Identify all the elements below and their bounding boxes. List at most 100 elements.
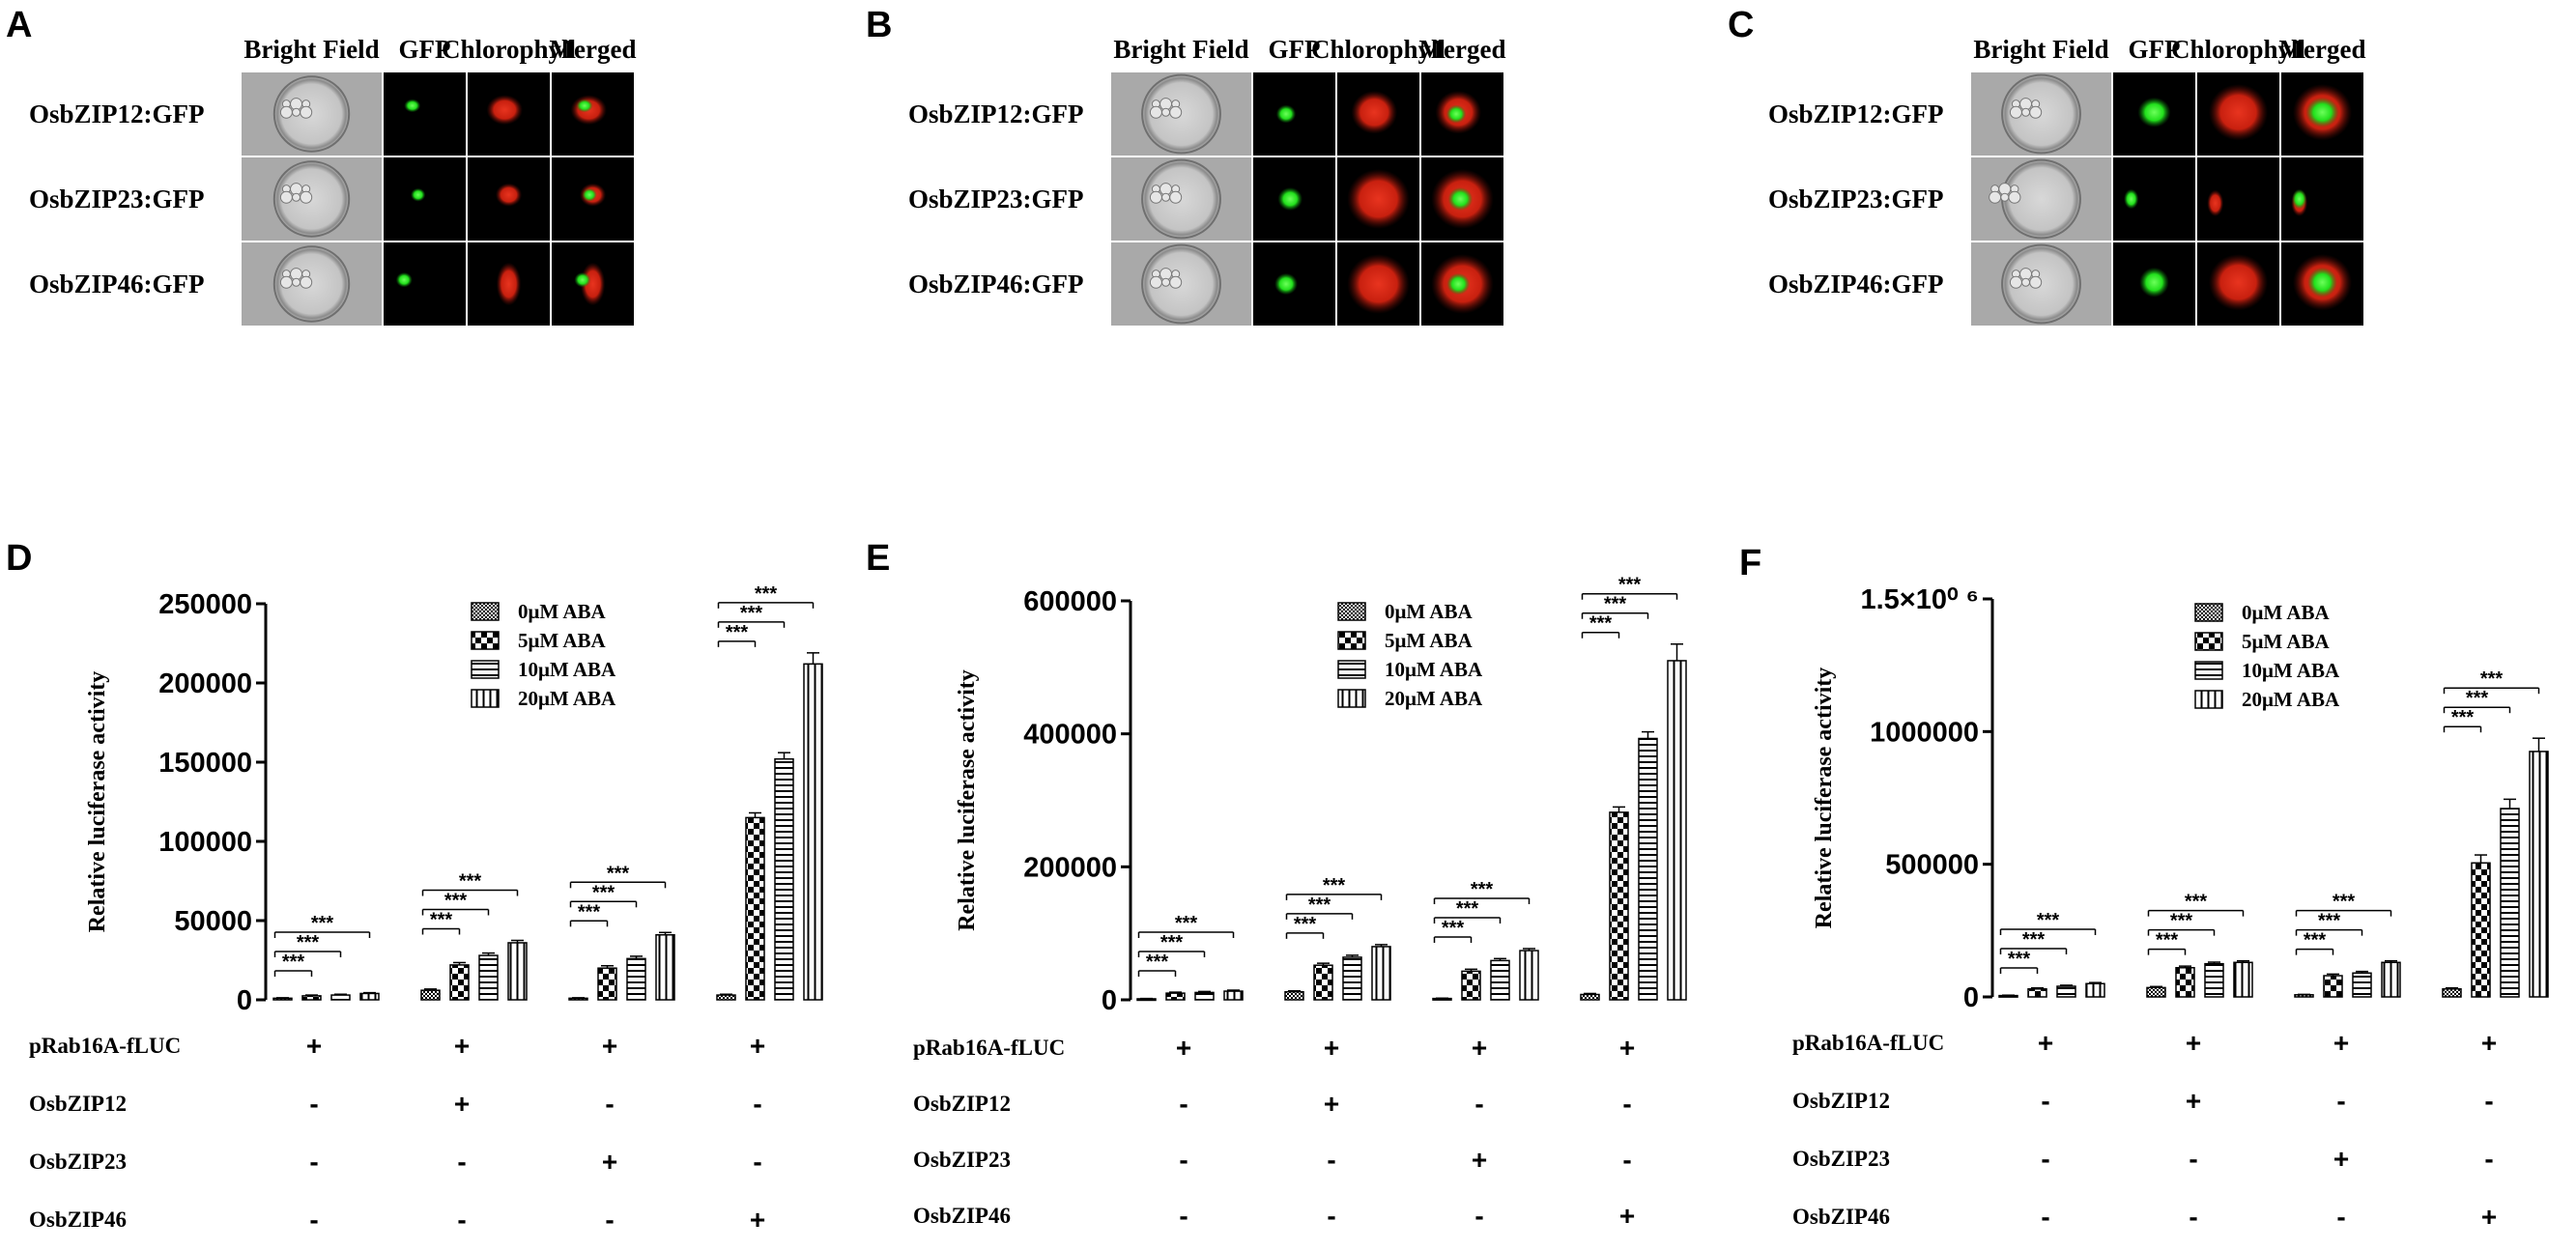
brightfield-image xyxy=(242,72,382,156)
condition-mark: + xyxy=(1472,1033,1487,1063)
legend-label: 5μM ABA xyxy=(2242,630,2330,653)
legend-swatch xyxy=(471,689,500,708)
bar xyxy=(1313,964,1333,1001)
condition-mark: + xyxy=(602,1147,617,1177)
condition-label: OsbZIP46 xyxy=(1792,1205,1890,1229)
condition-label: OsbZIP46 xyxy=(913,1204,1011,1228)
condition-mark: + xyxy=(1176,1033,1191,1063)
gfp-image xyxy=(1253,242,1335,326)
significance-label: *** xyxy=(1323,875,1346,896)
gfp-image xyxy=(2113,242,2195,326)
bar xyxy=(597,967,617,1001)
bar xyxy=(2471,862,2491,998)
significance-label: *** xyxy=(740,603,763,624)
y-tick-label: 500000 xyxy=(1885,850,1979,881)
column-header: Bright Field xyxy=(1973,35,2108,64)
row-label: OsbZIP23:GFP xyxy=(1768,185,1944,213)
condition-mark: - xyxy=(1327,1145,1335,1175)
legend-label: 20μM ABA xyxy=(1385,687,1483,710)
significance-label: *** xyxy=(459,871,482,893)
condition-mark: - xyxy=(2041,1202,2049,1232)
condition-mark: - xyxy=(605,1205,614,1235)
significance-label: *** xyxy=(1618,575,1642,596)
y-tick-label: 150000 xyxy=(158,748,252,779)
column-header: Chlorophyll xyxy=(442,35,577,64)
column-header: Bright Field xyxy=(243,35,379,64)
significance-label: *** xyxy=(2451,707,2475,728)
significance-label: *** xyxy=(444,891,468,912)
row-label: OsbZIP46:GFP xyxy=(908,270,1084,298)
bar xyxy=(1284,990,1304,1001)
significance-label: *** xyxy=(1146,952,1169,973)
condition-label: pRab16A-fLUC xyxy=(29,1034,181,1058)
condition-mark: + xyxy=(2481,1202,2497,1232)
legend-swatch xyxy=(471,660,500,679)
chlorophyll-image xyxy=(2197,157,2279,241)
bar-chart-f: F 0 500000 1000000 1.5×10⁰ ⁶ Relative lucifer… xyxy=(1739,543,2549,1232)
bar xyxy=(1638,737,1658,1001)
condition-mark: + xyxy=(454,1089,470,1119)
column-header: Merged xyxy=(550,35,637,64)
merged-image xyxy=(1421,72,1503,156)
condition-mark: - xyxy=(1474,1201,1483,1231)
condition-mark: + xyxy=(1619,1201,1635,1231)
column-header: GFP xyxy=(1269,35,1321,64)
gfp-image xyxy=(384,242,466,326)
significance-label: *** xyxy=(2333,892,2356,913)
bar xyxy=(1667,660,1687,1001)
significance-label: *** xyxy=(2318,911,2341,932)
gfp-image xyxy=(2113,157,2195,241)
chlorophyll-image xyxy=(468,242,550,326)
bar xyxy=(449,964,470,1001)
condition-mark: - xyxy=(2484,1086,2493,1116)
condition-mark: - xyxy=(605,1089,614,1119)
bar xyxy=(1580,993,1600,1001)
legend-label: 20μM ABA xyxy=(2242,688,2340,711)
condition-mark: - xyxy=(2041,1144,2049,1174)
legend-label: 10μM ABA xyxy=(2242,659,2340,682)
panel-label: D xyxy=(6,538,32,579)
significance-label: *** xyxy=(2008,949,2031,970)
condition-mark: + xyxy=(454,1031,470,1061)
merged-image xyxy=(1421,157,1503,241)
brightfield-image xyxy=(1111,242,1251,326)
bar-chart-e: E 0 200000 400000 600000 Relative luciferase … xyxy=(866,538,1687,1231)
y-axis-label: Relative luciferase activity xyxy=(85,671,110,933)
condition-label: OsbZIP12 xyxy=(913,1092,1011,1116)
bar xyxy=(1461,970,1481,1001)
bar xyxy=(330,994,351,1001)
y-tick-label: 200000 xyxy=(1023,852,1117,883)
condition-mark: - xyxy=(309,1089,318,1119)
chlorophyll-image xyxy=(2197,242,2279,326)
significance-label: *** xyxy=(1175,913,1198,934)
chlorophyll-image xyxy=(1337,242,1419,326)
condition-label: pRab16A-fLUC xyxy=(913,1036,1065,1060)
significance-label: *** xyxy=(1308,895,1331,916)
bar xyxy=(2027,988,2047,998)
column-header: Chlorophyll xyxy=(2171,35,2306,64)
condition-mark: - xyxy=(2189,1144,2197,1174)
bar xyxy=(420,989,441,1001)
legend-swatch xyxy=(471,631,500,650)
condition-mark: + xyxy=(2481,1028,2497,1058)
condition-mark: - xyxy=(1327,1201,1335,1231)
condition-mark: + xyxy=(306,1031,322,1061)
bar xyxy=(2056,985,2076,998)
bar xyxy=(1371,946,1391,1001)
significance-label: *** xyxy=(2466,688,2489,709)
bar xyxy=(2323,975,2343,998)
merged-image xyxy=(552,242,634,326)
column-header: GFP xyxy=(399,35,451,64)
merged-image xyxy=(2281,72,2363,156)
legend-label: 10μM ABA xyxy=(518,658,616,681)
row-label: OsbZIP46:GFP xyxy=(1768,270,1944,298)
bar xyxy=(716,994,736,1001)
significance-label: *** xyxy=(1471,879,1494,900)
legend-label: 0μM ABA xyxy=(518,600,606,623)
bar xyxy=(1342,956,1362,1001)
condition-mark: - xyxy=(1179,1089,1188,1119)
bar xyxy=(2204,962,2224,998)
condition-label: OsbZIP23 xyxy=(29,1150,127,1174)
merged-image xyxy=(2281,242,2363,326)
